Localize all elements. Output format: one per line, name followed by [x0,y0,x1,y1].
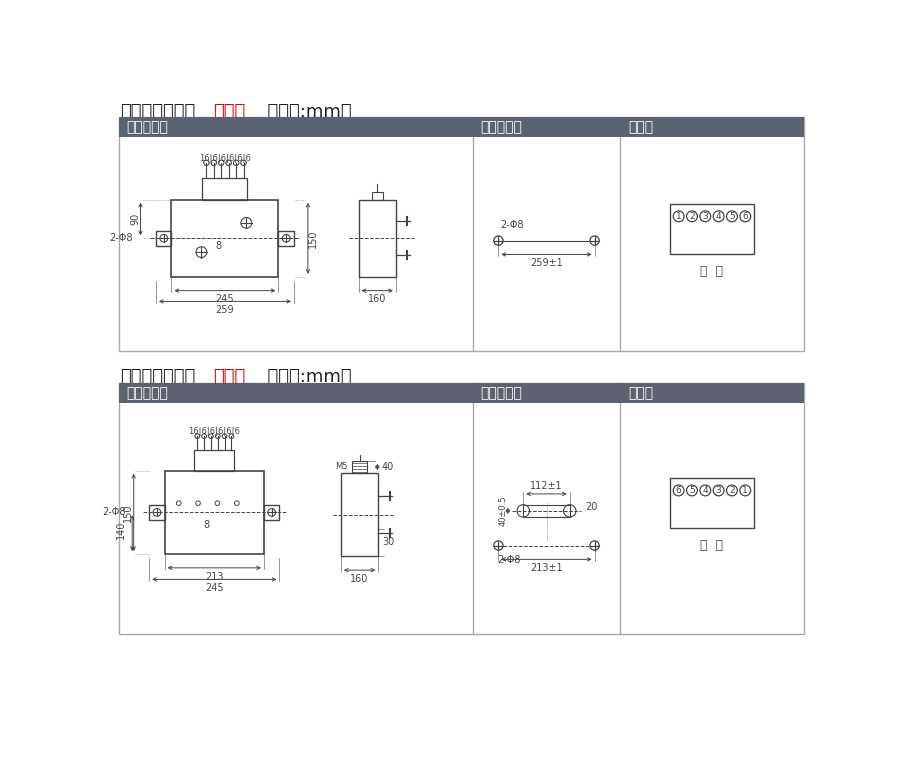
Bar [472,117,620,138]
Text: （单位:mm）: （单位:mm） [256,103,352,121]
Text: 端子图: 端子图 [628,120,653,135]
Bar [278,230,294,246]
Text: 外形尺寸图: 外形尺寸图 [126,386,168,400]
Text: 1: 1 [676,212,681,221]
Text: 2-Φ8: 2-Φ8 [103,508,126,518]
Text: 2-Φ8: 2-Φ8 [500,220,524,230]
Text: 213: 213 [205,572,223,581]
Bar [202,178,248,200]
Text: 外形尺寸图: 外形尺寸图 [126,120,168,135]
Text: 8: 8 [203,520,210,530]
Bar [156,230,172,246]
Text: 2-Φ8: 2-Φ8 [109,233,132,243]
Text: 后接线: 后接线 [213,369,246,386]
Text: 245: 245 [216,294,234,305]
Text: 3: 3 [716,486,722,495]
Text: 20: 20 [585,502,598,512]
Text: 16|6|6|6|6|6: 16|6|6|6|6|6 [188,427,240,436]
Bar [372,192,382,200]
Text: 5: 5 [729,212,734,221]
Text: 140: 140 [116,520,126,539]
Bar [358,200,396,277]
Text: 安装开孔图: 安装开孔图 [481,386,523,400]
Bar [172,200,278,277]
Bar [119,383,804,634]
Bar [264,505,279,520]
Text: 2: 2 [689,212,695,221]
Text: M5: M5 [336,462,348,471]
Text: 245: 245 [205,583,223,594]
Text: 30: 30 [382,537,394,547]
Text: 2-Φ8: 2-Φ8 [497,555,520,565]
Bar [149,505,165,520]
Text: 端子图: 端子图 [628,386,653,400]
Text: （单位:mm）: （单位:mm） [256,369,352,386]
Bar [352,461,367,473]
Bar [472,383,620,403]
Text: 背  视: 背 视 [700,539,724,552]
Bar [119,117,472,138]
Text: 4: 4 [703,486,708,495]
Text: 112±1: 112±1 [530,481,562,491]
Bar [341,473,378,556]
Text: 160: 160 [350,574,369,584]
Text: 6: 6 [676,486,681,495]
Bar [620,117,804,138]
Text: 1: 1 [742,486,748,495]
Text: 259±1: 259±1 [530,258,562,268]
Text: 8: 8 [216,241,221,251]
Text: 4: 4 [716,212,722,221]
Text: 150: 150 [123,503,133,521]
Text: 213±1: 213±1 [530,563,562,573]
Text: 5: 5 [689,486,695,495]
Text: 150: 150 [309,229,319,248]
Text: 90: 90 [130,213,140,225]
Text: 40: 40 [382,462,394,472]
Bar [670,204,754,254]
Text: 单相过流凸出式: 单相过流凸出式 [121,369,195,386]
Text: 40±0.5: 40±0.5 [499,496,508,526]
Bar [165,470,264,554]
Bar [119,383,472,403]
Text: 前  视: 前 视 [700,264,724,278]
Bar [620,383,804,403]
Text: 2: 2 [729,486,734,495]
Text: 前接线: 前接线 [213,103,246,121]
Text: 安装开孔图: 安装开孔图 [481,120,523,135]
Text: 单相过流凸出式: 单相过流凸出式 [121,103,195,121]
Text: 6: 6 [742,212,748,221]
Bar [523,505,570,517]
Bar [119,117,804,351]
Text: 259: 259 [216,306,234,315]
Text: 3: 3 [702,212,708,221]
Text: 160: 160 [368,294,386,305]
Bar [194,450,235,470]
Text: 16|6|6|6|6|6: 16|6|6|6|6|6 [199,154,251,163]
Bar [670,478,754,528]
